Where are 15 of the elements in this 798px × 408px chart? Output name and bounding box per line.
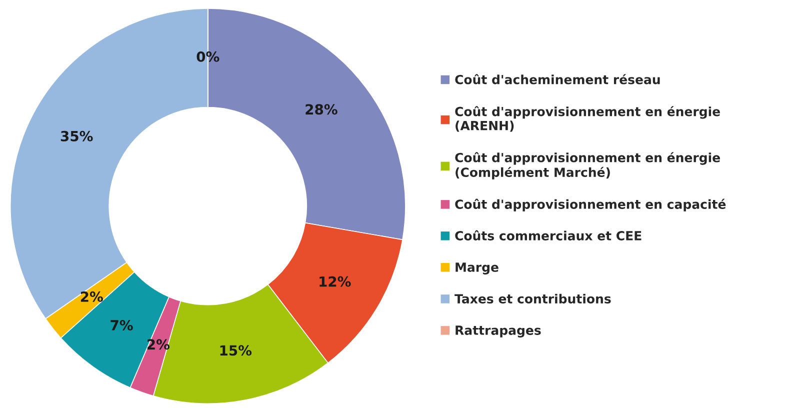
legend-label: Taxes et contributions	[454, 294, 611, 304]
data-label: 12%	[320, 276, 351, 287]
legend-label: Coût d'approvisionnement en énergie (ARENH)	[455, 106, 720, 132]
data-label: 15%	[220, 345, 252, 356]
legend-label: Coût d'approvisionnement en énergie (Complément Marché)	[455, 152, 720, 180]
data-label: 28%	[306, 104, 338, 115]
data-label: 7%	[110, 320, 133, 330]
legend-label: Coûts commerciaux et CEE	[455, 230, 642, 240]
legend-label: Marge	[456, 262, 498, 274]
data-label: 2%	[80, 291, 103, 302]
legend-label: Coût d'acheminement réseau	[455, 74, 660, 84]
legend-label: Coût d'approvisionnement en capacité	[455, 198, 726, 212]
legend-label: Rattrapages	[456, 326, 541, 338]
text: 0%	[196, 51, 220, 62]
data-label: 35%	[60, 130, 93, 142]
